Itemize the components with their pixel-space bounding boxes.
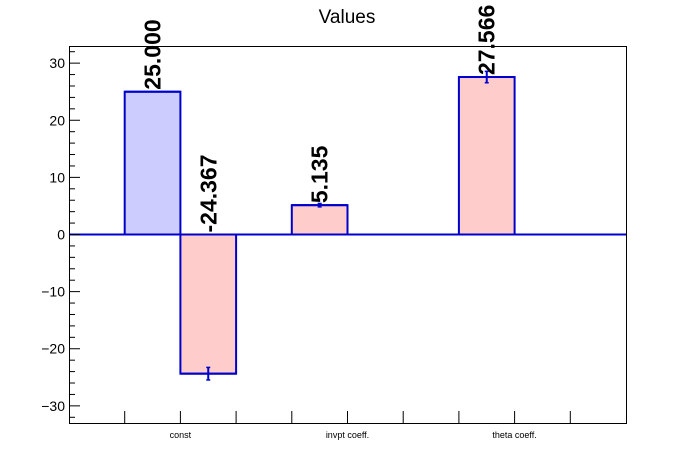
data-label: 27.566 [474,5,500,75]
bar [179,233,238,375]
bar [123,90,182,236]
data-label: -24.367 [195,154,221,232]
bars-layer [123,70,516,381]
data-label: 25.000 [140,19,166,89]
y-tick-label: 20 [49,112,65,128]
chart-title: Values [319,7,376,28]
x-category-label: theta coeff. [492,430,536,440]
labels-layer: 25.000 -24.367 5.135 27.566 [140,5,500,233]
axes-layer: −30 −20 −10 0 10 20 30 const invpt coeff. theta c… [41,51,626,440]
x-category-label: invpt coeff. [326,430,369,440]
data-label: 5.135 [307,145,333,203]
y-tick-label: −10 [41,284,65,300]
y-tick-label: 30 [49,55,65,71]
y-tick-label: −20 [41,341,65,357]
y-tick-label: 10 [49,169,65,185]
bar [457,76,516,236]
y-tick-label: −30 [41,398,65,414]
x-category-label: const [170,430,192,440]
bar [290,204,349,236]
y-tick-label: 0 [57,227,65,243]
